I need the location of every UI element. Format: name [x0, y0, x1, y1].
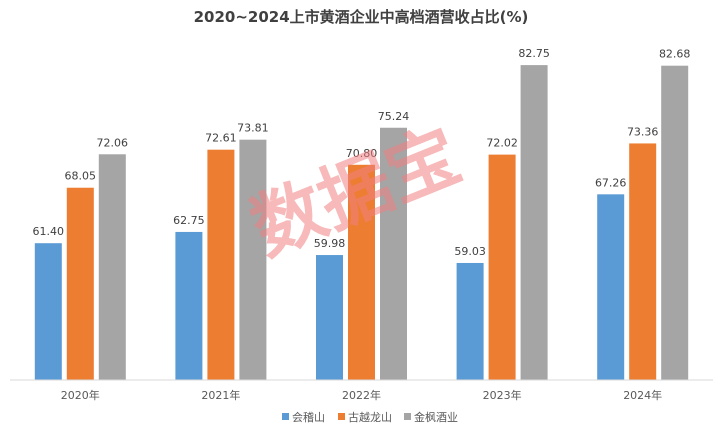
- data-label: 72.06: [97, 136, 129, 149]
- bar: [34, 243, 62, 380]
- x-axis-ticks: 2020年 2021年 2022年 2023年 2024年: [61, 388, 662, 402]
- data-label: 82.75: [518, 47, 550, 60]
- x-tick-label: 2024年: [623, 388, 662, 402]
- legend-swatch: [338, 413, 345, 420]
- x-tick-label: 2023年: [483, 388, 522, 402]
- data-label: 72.61: [205, 132, 237, 145]
- data-label: 75.24: [378, 110, 410, 123]
- bar: [597, 194, 625, 380]
- bar: [175, 231, 203, 380]
- data-label: 61.40: [33, 225, 65, 238]
- data-label: 72.02: [486, 137, 518, 150]
- legend: 会稽山 古越龙山 金枫酒业: [282, 410, 458, 424]
- legend-swatch: [404, 413, 411, 420]
- chart-title: 2020~2024上市黄酒企业中高档酒营收占比(%): [194, 8, 529, 26]
- data-label: 59.98: [314, 237, 346, 250]
- bar: [380, 127, 407, 380]
- bar: [207, 149, 235, 380]
- bar: [348, 164, 375, 380]
- data-label: 67.26: [595, 176, 627, 189]
- bar: [520, 65, 548, 381]
- data-label: 82.68: [659, 48, 691, 61]
- legend-label: 金枫酒业: [414, 410, 458, 424]
- x-tick-label: 2022年: [342, 388, 381, 402]
- data-label: 62.75: [173, 214, 205, 227]
- bar: [316, 255, 343, 380]
- data-label: 73.36: [627, 125, 659, 138]
- legend-swatch: [282, 413, 289, 420]
- x-tick-label: 2021年: [201, 388, 240, 402]
- data-label: 70.80: [346, 147, 378, 160]
- data-label: 73.81: [237, 122, 269, 135]
- bar: [456, 262, 484, 380]
- x-tick-label: 2020年: [61, 388, 100, 402]
- bar: [98, 154, 126, 380]
- data-label: 68.05: [65, 170, 97, 183]
- data-label: 59.03: [454, 245, 486, 258]
- legend-label: 会稽山: [292, 410, 325, 424]
- bar: [661, 65, 689, 380]
- bar: [488, 154, 516, 380]
- legend-label: 古越龙山: [348, 410, 392, 424]
- bar: [239, 139, 267, 380]
- bar: [66, 187, 94, 380]
- bar: [629, 143, 657, 380]
